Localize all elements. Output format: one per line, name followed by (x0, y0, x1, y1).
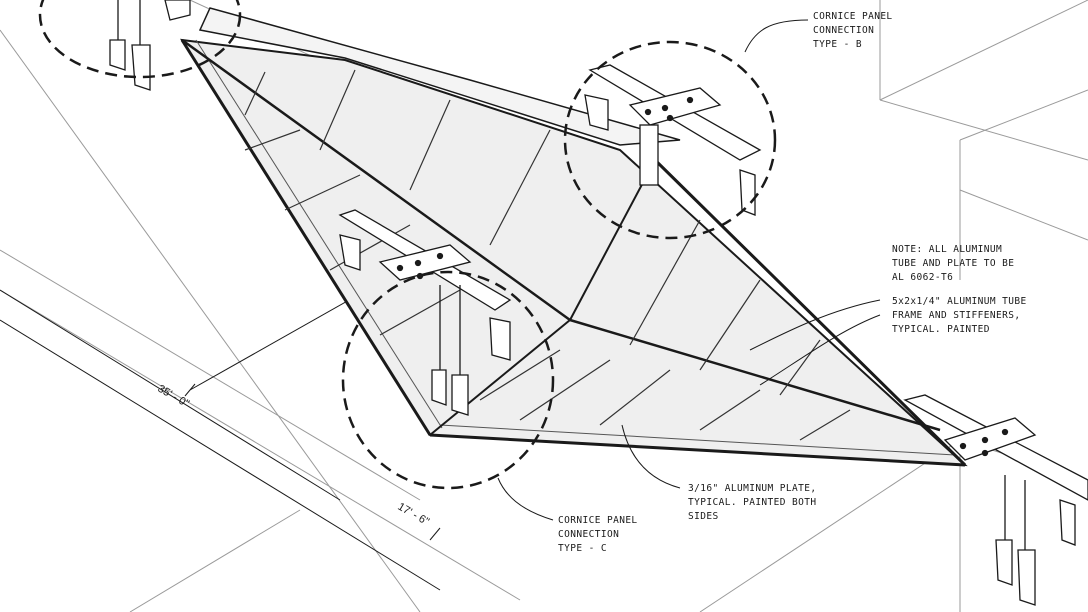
frame-panel (180, 7, 968, 467)
dimension-length: 35' - 0" (156, 383, 192, 411)
detail-circle-top-left (38, 0, 242, 79)
detail-circle-c (341, 270, 555, 490)
callout-connection-type-b: CORNICE PANEL CONNECTION TYPE - B (813, 11, 893, 50)
callout-aluminum-tube: 5x2x1/4" ALUMINUM TUBE FRAME AND STIFFEN… (892, 296, 1027, 335)
connection-assembly-right (903, 394, 1088, 606)
connection-assembly-b (584, 64, 762, 216)
connection-assembly-c (338, 209, 512, 416)
callout-aluminum-plate: 3/16" ALUMINUM PLATE, TYPICAL. PAINTED B… (688, 483, 817, 522)
leader-lines (497, 19, 881, 521)
detail-circles (38, 0, 777, 490)
detail-circle-b (563, 40, 777, 240)
callout-connection-type-c: CORNICE PANEL CONNECTION TYPE - C (558, 515, 638, 554)
connection-assembly-top-left (109, 0, 191, 91)
callout-aluminum-note: NOTE: ALL ALUMINUM TUBE AND PLATE TO BE … (892, 244, 1015, 283)
dimension-depth: 17' - 6" (396, 501, 432, 529)
stiffeners (244, 69, 851, 441)
